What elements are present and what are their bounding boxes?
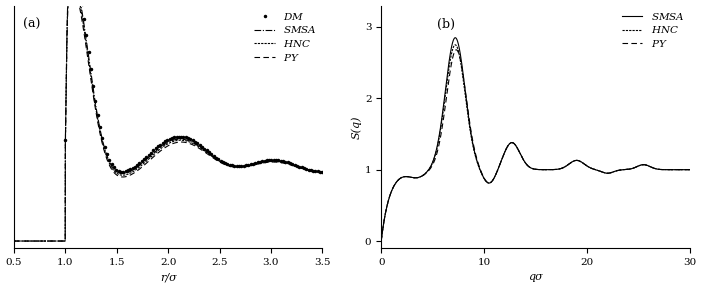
$HNC$ [310, 169, 318, 173]
$DM$ [61, 138, 69, 141]
$SMSA$ [527, 166, 536, 170]
Legend: $SMSA$, $HNC$, $PY$: $SMSA$, $HNC$, $PY$ [622, 11, 684, 49]
$SMSA$ [310, 169, 318, 173]
$PY$ [377, 239, 385, 243]
$HNC$ [686, 168, 694, 171]
Legend: $DM$, $SMSA$, $HNC$, $PY$: $DM$, $SMSA$, $HNC$, $PY$ [254, 11, 317, 62]
$PY$ [677, 168, 685, 171]
$HNC$ [677, 168, 685, 171]
$SMSA$ [519, 158, 527, 161]
$HNC$ [677, 168, 685, 171]
$PY$ [152, 153, 160, 156]
$PY$ [160, 147, 168, 150]
$DM$ [318, 170, 326, 173]
$DM$ [237, 164, 246, 168]
Line: $HNC$: $HNC$ [14, 0, 322, 241]
$PY$ [677, 168, 685, 171]
$SMSA$ [377, 239, 385, 243]
$PY$ [310, 170, 318, 173]
$PY$ [10, 239, 18, 243]
$HNC$ [620, 168, 628, 171]
$SMSA$ [451, 36, 460, 39]
$DM$ [311, 169, 319, 173]
Text: (b): (b) [437, 18, 455, 31]
$SMSA$ [677, 168, 685, 171]
Text: (a): (a) [23, 18, 41, 31]
$HNC$ [451, 43, 460, 47]
$SMSA$ [318, 170, 326, 174]
X-axis label: qσ: qσ [528, 272, 543, 283]
$HNC$ [392, 180, 401, 183]
$PY$ [25, 239, 34, 243]
$HNC$ [519, 158, 527, 161]
Line: $HNC$: $HNC$ [381, 45, 690, 241]
$HNC$ [318, 170, 326, 174]
$SMSA$ [686, 168, 694, 171]
$DM$ [207, 152, 216, 156]
$DM$ [154, 145, 162, 148]
$SMSA$ [677, 168, 685, 171]
$HNC$ [377, 239, 385, 243]
Line: $PY$: $PY$ [14, 0, 322, 241]
$HNC$ [10, 239, 18, 243]
$DM$ [249, 162, 257, 165]
Y-axis label: S(q): S(q) [352, 115, 362, 139]
$SMSA$ [25, 239, 34, 243]
$SMSA$ [620, 168, 628, 171]
Line: $DM$: $DM$ [65, 0, 324, 173]
$SMSA$ [10, 239, 18, 243]
$DM$ [263, 158, 271, 162]
$SMSA$ [160, 143, 168, 147]
$SMSA$ [152, 149, 160, 153]
$HNC$ [310, 169, 318, 173]
$PY$ [253, 162, 261, 166]
Line: $SMSA$: $SMSA$ [381, 38, 690, 241]
X-axis label: r/σ: r/σ [160, 272, 176, 283]
Line: $PY$: $PY$ [381, 50, 690, 241]
$PY$ [318, 170, 326, 174]
Line: $SMSA$: $SMSA$ [14, 0, 322, 241]
$SMSA$ [392, 180, 401, 183]
$HNC$ [152, 151, 160, 154]
$HNC$ [160, 145, 168, 148]
$PY$ [392, 180, 401, 183]
$PY$ [527, 166, 536, 170]
$HNC$ [253, 162, 261, 165]
$PY$ [620, 168, 628, 171]
$SMSA$ [310, 169, 318, 173]
$PY$ [310, 170, 318, 173]
$PY$ [452, 48, 461, 52]
$SMSA$ [253, 161, 261, 165]
$PY$ [519, 158, 527, 161]
$HNC$ [25, 239, 34, 243]
$PY$ [686, 168, 694, 171]
$HNC$ [527, 166, 536, 170]
